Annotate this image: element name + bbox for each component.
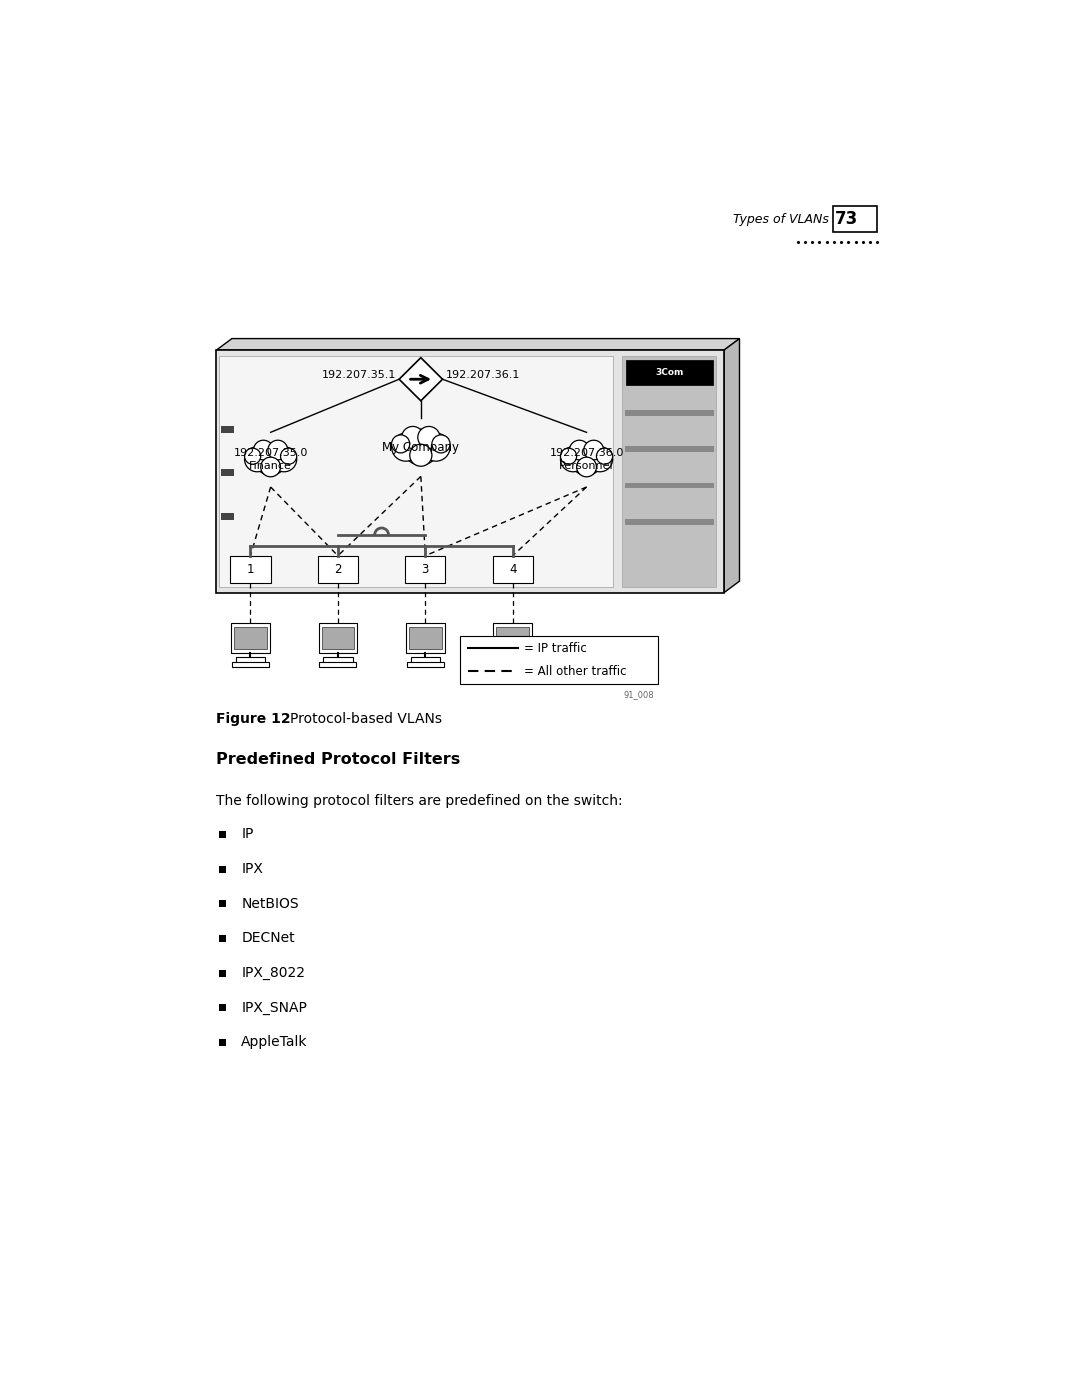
Text: 192.207.35.0
Finance: 192.207.35.0 Finance xyxy=(233,448,308,471)
Text: IPX: IPX xyxy=(241,862,264,876)
Bar xyxy=(219,900,227,907)
Circle shape xyxy=(244,447,270,472)
Circle shape xyxy=(254,440,273,460)
Bar xyxy=(495,662,531,668)
Bar xyxy=(219,1004,227,1011)
Text: 73: 73 xyxy=(835,210,859,228)
Circle shape xyxy=(244,448,260,464)
Circle shape xyxy=(588,447,612,472)
FancyBboxPatch shape xyxy=(219,356,612,587)
Circle shape xyxy=(402,426,423,448)
Circle shape xyxy=(392,433,420,461)
Circle shape xyxy=(403,429,438,465)
Text: Protocol-based VLANs: Protocol-based VLANs xyxy=(291,712,442,726)
Circle shape xyxy=(418,426,440,448)
FancyBboxPatch shape xyxy=(216,351,724,592)
Text: 192.207.36.1: 192.207.36.1 xyxy=(446,370,519,380)
FancyBboxPatch shape xyxy=(409,627,442,648)
Circle shape xyxy=(596,448,612,464)
Text: DECNet: DECNet xyxy=(241,932,295,946)
FancyBboxPatch shape xyxy=(322,627,354,648)
FancyBboxPatch shape xyxy=(230,556,271,584)
FancyBboxPatch shape xyxy=(626,360,713,384)
Text: Figure 12: Figure 12 xyxy=(216,712,291,726)
Circle shape xyxy=(569,440,590,460)
Circle shape xyxy=(570,443,603,475)
Text: 91_008: 91_008 xyxy=(624,690,654,698)
Text: IPX_8022: IPX_8022 xyxy=(241,967,306,981)
Circle shape xyxy=(432,434,450,453)
Circle shape xyxy=(260,457,281,476)
Circle shape xyxy=(392,434,409,453)
Circle shape xyxy=(561,447,585,472)
Bar xyxy=(625,482,714,489)
Circle shape xyxy=(281,448,297,464)
Bar xyxy=(221,513,234,520)
Text: My Company: My Company xyxy=(382,440,459,454)
Text: IPX_SNAP: IPX_SNAP xyxy=(241,1000,307,1014)
Bar xyxy=(219,1039,227,1046)
Bar xyxy=(407,662,444,668)
FancyBboxPatch shape xyxy=(833,207,877,232)
FancyBboxPatch shape xyxy=(492,556,532,584)
Bar xyxy=(625,520,714,525)
Polygon shape xyxy=(724,338,740,592)
Text: Predefined Protocol Filters: Predefined Protocol Filters xyxy=(216,752,461,767)
Bar xyxy=(498,658,527,662)
FancyBboxPatch shape xyxy=(231,623,270,652)
Text: Types of VLANs: Types of VLANs xyxy=(732,212,828,226)
Text: 3Com: 3Com xyxy=(656,367,684,377)
Text: = IP traffic: = IP traffic xyxy=(524,641,586,655)
Circle shape xyxy=(409,444,432,467)
Bar xyxy=(219,831,227,838)
Bar xyxy=(219,935,227,942)
Text: NetBIOS: NetBIOS xyxy=(241,897,299,911)
Circle shape xyxy=(268,440,287,460)
Circle shape xyxy=(271,447,297,472)
Circle shape xyxy=(561,448,577,464)
Bar xyxy=(323,658,353,662)
Bar xyxy=(235,658,266,662)
Bar xyxy=(221,469,234,476)
Bar xyxy=(625,409,714,416)
Circle shape xyxy=(584,440,604,460)
FancyBboxPatch shape xyxy=(406,623,445,652)
FancyBboxPatch shape xyxy=(494,623,532,652)
Circle shape xyxy=(422,433,450,461)
Circle shape xyxy=(255,443,287,475)
FancyBboxPatch shape xyxy=(497,627,529,648)
Text: 3: 3 xyxy=(421,563,429,576)
Text: IP: IP xyxy=(241,827,254,841)
Bar xyxy=(410,658,440,662)
FancyBboxPatch shape xyxy=(318,556,359,584)
Text: = All other traffic: = All other traffic xyxy=(524,665,626,678)
Bar xyxy=(232,662,269,668)
Bar xyxy=(221,426,234,433)
FancyBboxPatch shape xyxy=(622,356,716,587)
Bar xyxy=(219,970,227,977)
Text: The following protocol filters are predefined on the switch:: The following protocol filters are prede… xyxy=(216,795,623,809)
Polygon shape xyxy=(400,358,443,401)
FancyBboxPatch shape xyxy=(319,623,357,652)
Bar xyxy=(219,866,227,873)
Text: 192.207.35.1: 192.207.35.1 xyxy=(322,370,396,380)
Text: 192.207.36.0
Personnel: 192.207.36.0 Personnel xyxy=(550,448,624,471)
Text: 2: 2 xyxy=(334,563,341,576)
Polygon shape xyxy=(216,338,740,351)
FancyBboxPatch shape xyxy=(405,556,445,584)
Text: 4: 4 xyxy=(509,563,516,576)
Bar xyxy=(625,446,714,453)
Text: 1: 1 xyxy=(246,563,254,576)
Text: AppleTalk: AppleTalk xyxy=(241,1035,308,1049)
FancyBboxPatch shape xyxy=(234,627,267,648)
Circle shape xyxy=(577,457,596,476)
FancyBboxPatch shape xyxy=(460,636,658,683)
Bar xyxy=(320,662,356,668)
